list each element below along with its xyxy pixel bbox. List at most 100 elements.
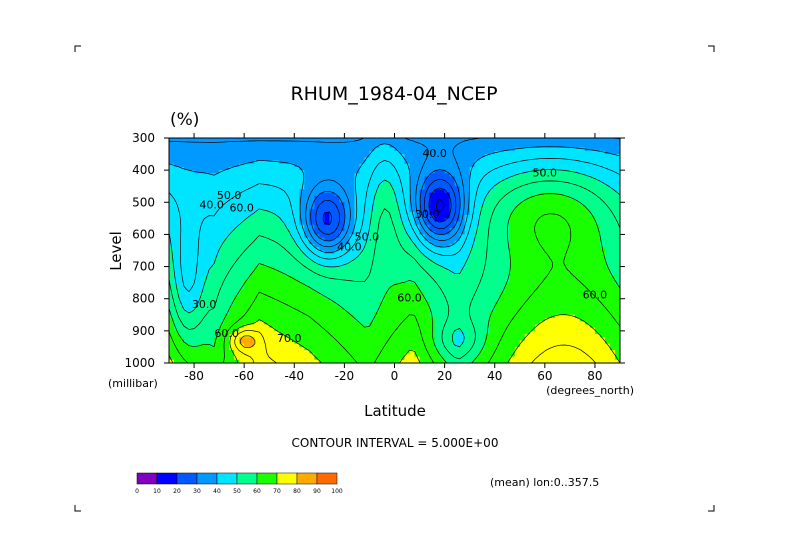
field-cell <box>299 311 305 316</box>
field-cell <box>479 269 486 274</box>
field-cell <box>569 263 576 268</box>
field-cell <box>309 202 315 207</box>
field-cell <box>539 218 546 223</box>
field-cell <box>389 263 396 268</box>
field-cell <box>374 170 381 174</box>
field-cell <box>369 160 376 165</box>
field-cell <box>184 221 190 226</box>
field-cell <box>604 173 611 178</box>
field-cell <box>399 141 406 146</box>
field-cell <box>534 138 541 142</box>
field-cell <box>309 282 315 287</box>
field-cell <box>209 285 215 290</box>
field-cell <box>314 150 320 155</box>
field-cell <box>419 244 426 248</box>
field-cell <box>319 221 325 226</box>
field-cell <box>184 170 190 174</box>
field-cell <box>614 147 620 152</box>
field-cell <box>404 298 411 303</box>
field-cell <box>589 192 596 197</box>
field-cell <box>529 305 536 309</box>
field-cell <box>204 138 210 142</box>
field-cell <box>234 253 240 258</box>
field-cell <box>449 253 456 258</box>
field-cell <box>244 282 250 287</box>
field-cell <box>304 250 310 255</box>
field-cell <box>364 240 371 245</box>
field-cell <box>414 244 421 248</box>
field-cell <box>334 295 340 300</box>
field-cell <box>259 253 265 258</box>
field-cell <box>399 234 406 239</box>
field-cell <box>524 163 531 168</box>
field-cell <box>269 173 275 178</box>
field-cell <box>179 215 185 219</box>
field-cell <box>484 295 491 300</box>
field-cell <box>179 263 185 268</box>
field-cell <box>409 218 416 223</box>
field-cell <box>419 192 426 197</box>
field-cell <box>364 314 371 319</box>
field-cell <box>409 189 416 194</box>
field-cell <box>264 234 270 239</box>
field-cell <box>569 295 576 300</box>
field-cell <box>514 157 521 162</box>
field-cell <box>599 157 606 162</box>
field-cell <box>209 154 215 158</box>
field-cell <box>474 244 481 248</box>
field-cell <box>564 282 571 287</box>
field-cell <box>584 176 591 181</box>
field-cell <box>434 154 441 158</box>
field-cell <box>239 276 245 281</box>
field-cell <box>204 228 210 232</box>
field-cell <box>204 176 210 181</box>
field-cell <box>194 157 200 162</box>
field-cell <box>604 256 611 261</box>
field-cell <box>469 147 476 152</box>
field-cell <box>509 192 516 197</box>
field-cell <box>614 208 620 213</box>
field-cell <box>359 141 366 146</box>
field-cell <box>539 311 546 316</box>
field-cell <box>404 170 411 174</box>
field-cell <box>534 176 541 181</box>
field-cell <box>224 314 230 319</box>
field-cell <box>259 199 265 203</box>
field-cell <box>239 247 245 252</box>
field-cell <box>194 202 200 207</box>
field-cell <box>424 160 431 165</box>
field-cell <box>204 314 210 319</box>
field-cell <box>429 160 436 165</box>
field-cell <box>239 144 245 149</box>
field-cell <box>199 311 205 316</box>
field-cell <box>294 144 300 149</box>
field-cell <box>374 295 381 300</box>
field-cell <box>579 150 586 155</box>
field-cell <box>299 211 305 216</box>
field-cell <box>599 269 606 274</box>
field-cell <box>414 295 421 300</box>
field-cell <box>444 183 451 187</box>
field-cell <box>389 192 396 197</box>
field-cell <box>234 305 240 309</box>
field-cell <box>479 202 486 207</box>
field-cell <box>264 247 270 252</box>
field-cell <box>264 282 270 287</box>
field-cell <box>474 218 481 223</box>
field-cell <box>479 208 486 213</box>
field-cell <box>344 285 350 290</box>
field-cell <box>599 144 606 149</box>
field-cell <box>464 157 471 162</box>
field-cell <box>349 218 356 223</box>
field-cell <box>169 183 175 187</box>
field-cell <box>179 189 185 194</box>
field-cell <box>524 305 531 309</box>
field-cell <box>419 231 426 236</box>
field-cell <box>229 173 235 178</box>
field-cell <box>384 234 391 239</box>
field-cell <box>499 208 506 213</box>
field-cell <box>479 179 486 184</box>
field-cell <box>574 311 581 316</box>
field-cell <box>239 289 245 293</box>
field-cell <box>189 305 195 309</box>
